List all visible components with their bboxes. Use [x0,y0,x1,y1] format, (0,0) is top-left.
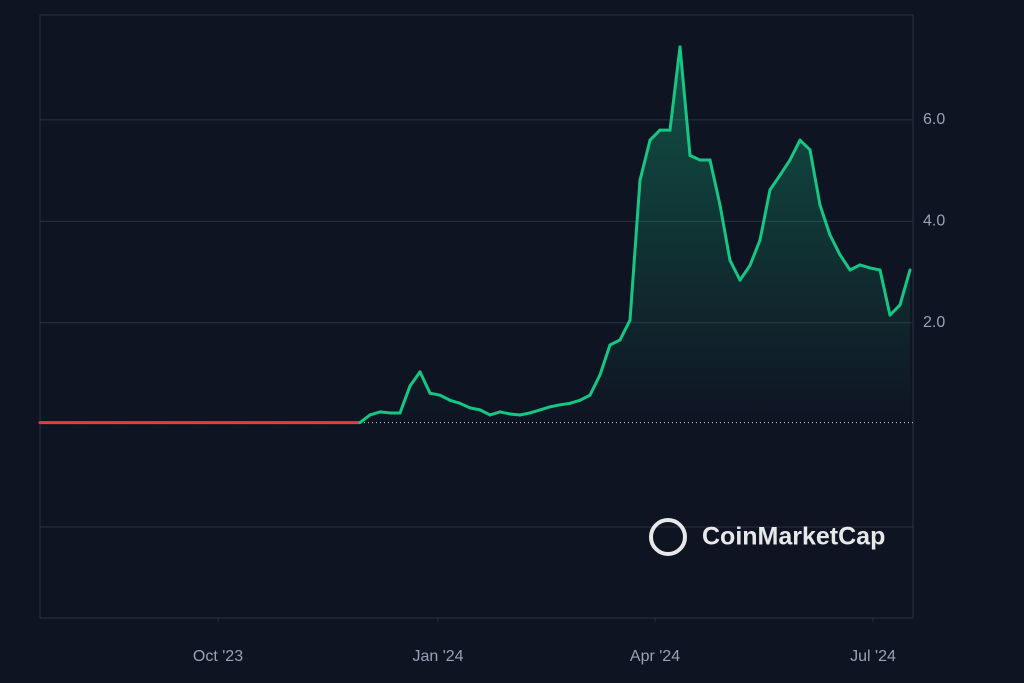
price-line [898,268,912,307]
price-line [368,410,382,417]
logo [649,518,687,556]
price-line [738,263,752,282]
area [40,46,910,423]
price-line [558,401,572,407]
price-line [508,412,522,417]
price-line [588,373,602,397]
price-line [418,370,432,395]
price-line [628,178,642,322]
price-line [688,153,702,162]
price-line [428,391,442,397]
price-line [768,173,782,192]
price-line [828,233,842,257]
price-line [448,398,462,405]
price-line [618,318,632,342]
price-line [598,343,612,377]
price-line [678,45,692,157]
x-tick-label: Oct '23 [193,648,243,665]
x-tick-label: Jul '24 [850,648,896,665]
price-line [888,303,902,317]
price-line [668,45,682,132]
price-line [858,263,872,270]
y-tick-label: 4.0 [923,213,945,230]
price-line [458,401,472,410]
price-line [518,411,532,417]
x-tick-label: Apr '24 [630,648,680,665]
y-tick-label: 6.0 [923,111,945,128]
price-line [538,405,552,412]
price-line [638,138,652,182]
price-line [778,158,792,177]
price-line [878,268,892,317]
price-line [788,138,802,162]
price-line [568,398,582,405]
price-line [378,410,392,415]
price-line [468,406,482,412]
price-line [528,408,542,415]
price-line [548,403,562,409]
price-line [708,158,722,207]
price-line [798,138,812,152]
price-line [488,410,502,417]
price-line [838,253,852,272]
price-line [758,188,772,242]
price-line [648,128,662,142]
price-line [748,238,762,267]
watermark-text: CoinMarketCap [702,523,885,551]
y-tick-label: 2.0 [923,314,945,331]
price-line [398,384,412,415]
price-line [868,266,882,272]
price-line [808,148,822,207]
x-tick-label: Jan '24 [412,648,463,665]
price-line [818,203,832,237]
price-line [358,413,372,425]
price-line [478,408,492,417]
watermark: CoinMarketCap [649,518,885,556]
price-line [438,393,452,402]
price-line [718,203,732,262]
price-line [578,393,592,402]
price-line [848,263,862,272]
price-line [498,410,512,416]
price-line [408,370,422,388]
price-line [728,258,742,282]
price-line [608,338,622,347]
